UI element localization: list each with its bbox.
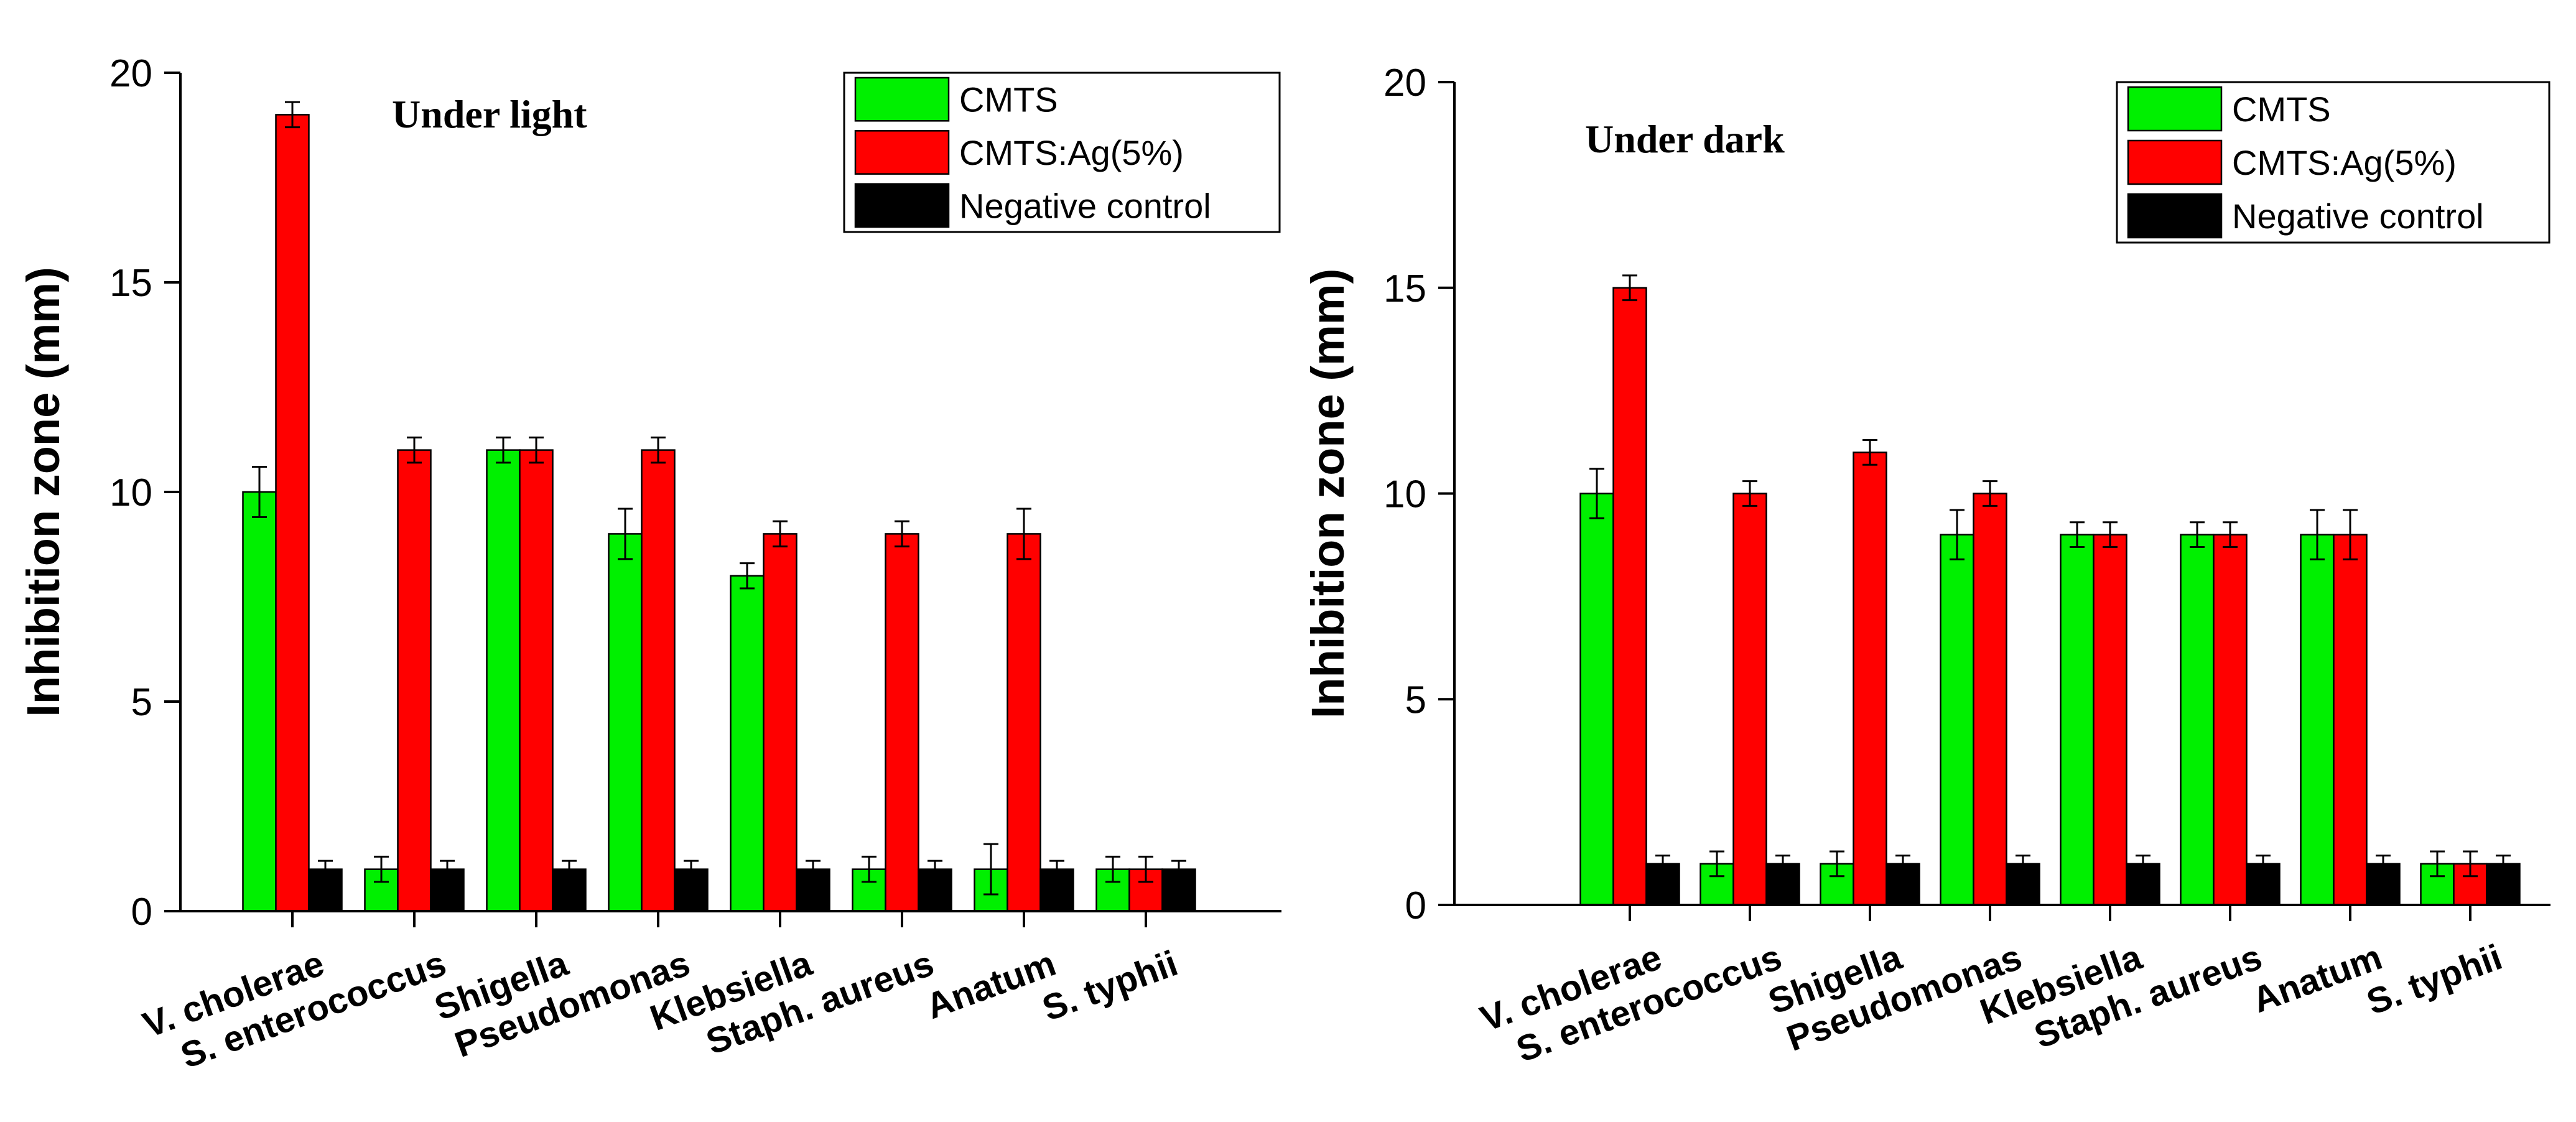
bar-1-4 bbox=[608, 533, 643, 912]
bar-2-2 bbox=[397, 449, 432, 912]
y-tick-label-5: 5 bbox=[1405, 679, 1426, 721]
y-tick-label-15: 15 bbox=[1383, 267, 1426, 310]
legend-swatch-2 bbox=[854, 130, 950, 175]
bar-2-6 bbox=[885, 533, 919, 912]
bar-1-1 bbox=[242, 491, 277, 912]
legend-swatch-1 bbox=[2127, 86, 2223, 132]
legend-label-3: Negative control bbox=[959, 186, 1211, 225]
y-tick-label-10: 10 bbox=[1383, 473, 1426, 516]
bar-2-7 bbox=[2333, 534, 2368, 906]
y-tick-label-20: 20 bbox=[109, 52, 152, 95]
legend-label-3: Negative control bbox=[2232, 197, 2484, 236]
bar-2-5 bbox=[2093, 534, 2127, 906]
y-tick-label-0: 0 bbox=[1405, 884, 1426, 927]
y-tick-label-5: 5 bbox=[131, 681, 152, 724]
legend-swatch-3 bbox=[2127, 193, 2223, 239]
y-axis-title: Inhibition zone (mm) bbox=[17, 267, 69, 716]
bar-2-1 bbox=[275, 114, 310, 912]
bar-2-4 bbox=[1973, 493, 2007, 906]
legend-label-1: CMTS bbox=[2232, 90, 2331, 129]
y-axis-title: Inhibition zone (mm) bbox=[1302, 269, 1354, 718]
y-tick-label-20: 20 bbox=[1383, 62, 1426, 104]
legend-label-2: CMTS:Ag(5%) bbox=[959, 133, 1184, 172]
y-tick-label-0: 0 bbox=[131, 891, 152, 934]
y-tick-label-15: 15 bbox=[109, 262, 152, 305]
legend-swatch-1 bbox=[854, 76, 950, 122]
chart-title: Under light bbox=[392, 92, 587, 136]
legend: CMTS CMTS:Ag(5%) Negative control bbox=[843, 72, 1281, 233]
legend-label-1: CMTS bbox=[959, 80, 1058, 119]
bar-1-6 bbox=[2180, 534, 2215, 906]
bar-1-5 bbox=[730, 575, 765, 912]
bar-2-6 bbox=[2213, 534, 2248, 906]
bar-2-3 bbox=[519, 449, 554, 912]
legend: CMTS CMTS:Ag(5%) Negative control bbox=[2116, 81, 2550, 244]
bar-2-4 bbox=[641, 449, 676, 912]
bar-1-3 bbox=[486, 449, 521, 912]
bar-1-1 bbox=[1579, 493, 1614, 906]
bar-2-2 bbox=[1732, 493, 1767, 906]
bar-1-5 bbox=[2060, 534, 2095, 906]
legend-swatch-3 bbox=[854, 183, 950, 228]
chart-title: Under dark bbox=[1585, 117, 1785, 161]
bar-1-7 bbox=[2300, 534, 2335, 906]
bar-2-7 bbox=[1007, 533, 1041, 912]
bar-2-1 bbox=[1612, 287, 1647, 906]
legend-swatch-2 bbox=[2127, 139, 2223, 185]
bar-2-5 bbox=[763, 533, 797, 912]
bar-1-4 bbox=[1940, 534, 1974, 906]
bar-2-3 bbox=[1853, 452, 1887, 906]
y-tick-label-10: 10 bbox=[109, 471, 152, 514]
legend-label-2: CMTS:Ag(5%) bbox=[2232, 143, 2457, 182]
